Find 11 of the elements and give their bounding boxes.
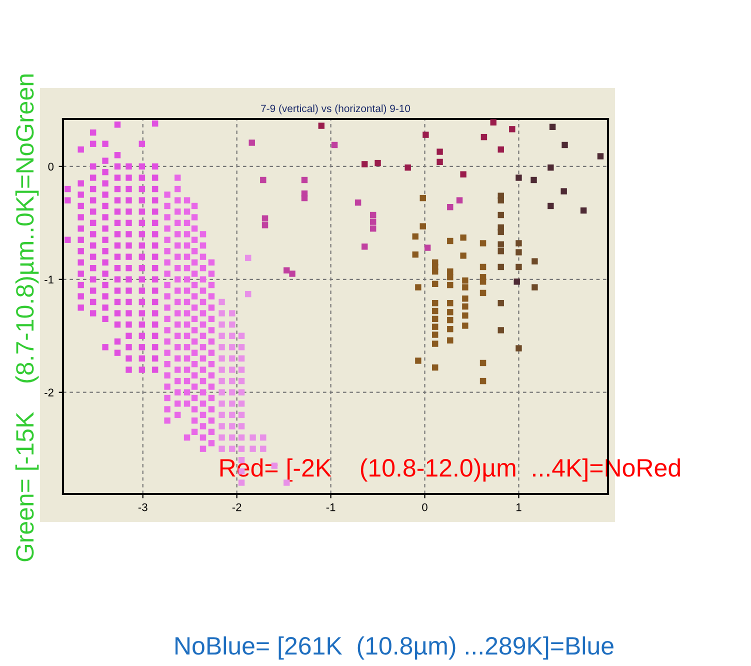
y-tick-label: 0 xyxy=(48,162,54,171)
x-tick-label: 0 xyxy=(422,503,428,512)
y-axis-title: Green= [-15K (8.7-10.8)µm..0K]=NoGreen xyxy=(15,74,39,562)
x-tick-label: 1 xyxy=(516,503,522,512)
chart-title: 7-9 (vertical) vs (horizontal) 9-10 xyxy=(261,104,410,114)
text: NoBlue= [261K (10.8µm) ...289K]=Blue xyxy=(176,636,614,660)
y-tick-label: -1 xyxy=(44,276,54,284)
y-tick-label: -2 xyxy=(44,388,54,396)
x-tick-label: -3 xyxy=(138,503,148,512)
x-tick-label: -2 xyxy=(232,503,242,512)
x-tick-label: -1 xyxy=(326,503,336,512)
